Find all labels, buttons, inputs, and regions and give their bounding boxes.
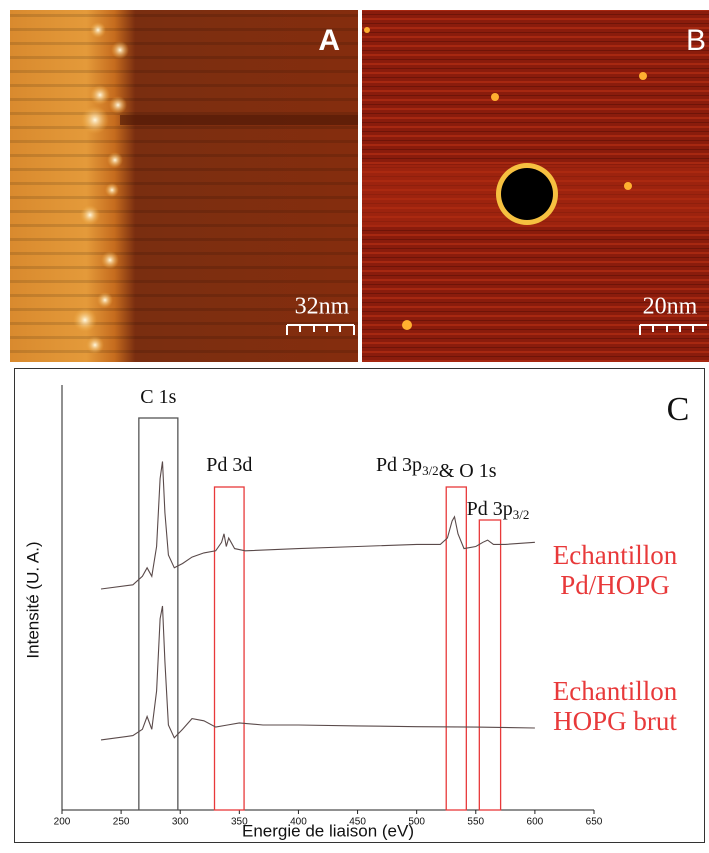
region-label-part: & O 1s: [439, 460, 497, 482]
scale-bar: [286, 324, 355, 335]
region-label-part: 3/2: [422, 463, 439, 478]
region-box: [478, 519, 502, 811]
x-tick-label: 300: [172, 817, 189, 828]
x-tick-label: 550: [467, 817, 484, 828]
region-box: [138, 417, 179, 811]
region-label-part: C 1s: [140, 386, 176, 408]
x-tick-label: 450: [349, 817, 366, 828]
region-label-part: Pd 3d: [206, 454, 252, 476]
spectrum-line: [100, 461, 535, 590]
x-tick-label: 600: [527, 817, 544, 828]
x-tick-label: 250: [113, 817, 130, 828]
x-tick-label: 650: [586, 817, 603, 828]
series-label: Echantillon HOPG brut: [552, 676, 678, 736]
region-label-part: 3/2: [513, 507, 530, 522]
region-label: Pd 3p3/2& O 1s: [376, 454, 497, 482]
y-axis-title: Intensité (U. A.): [23, 541, 42, 658]
spectrum-line: [100, 605, 535, 741]
scale-bar: [639, 324, 707, 335]
region-label: Pd 3d: [206, 454, 252, 476]
region-label: C 1s: [140, 386, 176, 408]
scale-label: 20nm: [643, 294, 698, 320]
region-label-part: Pd 3p: [467, 498, 513, 520]
region-box: [445, 486, 467, 811]
region-label: Pd 3p3/2: [467, 498, 530, 522]
x-tick-label: 200: [54, 817, 71, 828]
x-tick-label: 400: [290, 817, 307, 828]
region-box: [213, 486, 245, 811]
panel-label: A: [318, 24, 340, 57]
panel-label: B: [686, 24, 706, 57]
chart-frame: [14, 368, 705, 843]
region-label-part: Pd 3p: [376, 454, 422, 476]
panel-a: A 32nm: [10, 10, 358, 362]
x-tick-label: 500: [408, 817, 425, 828]
x-tick-label: 350: [231, 817, 248, 828]
panel-label: C: [667, 391, 690, 428]
scale-label: 32nm: [295, 294, 350, 320]
series-label: Echantillon Pd/HOPG: [552, 540, 678, 600]
x-axis-title: Energie de liaison (eV): [242, 821, 414, 840]
panel-b: B 20nm: [362, 10, 709, 362]
